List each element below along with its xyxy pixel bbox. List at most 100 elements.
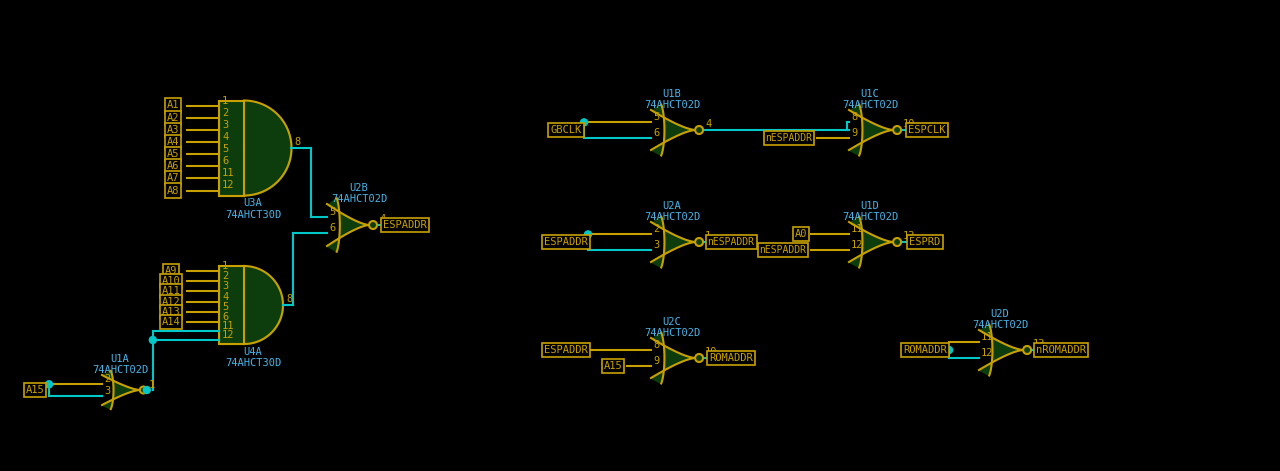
Text: A15: A15 (604, 361, 622, 371)
Text: 11: 11 (221, 321, 234, 331)
Text: 2: 2 (104, 374, 110, 384)
Text: 74AHCT30D: 74AHCT30D (225, 210, 282, 219)
Circle shape (369, 221, 378, 229)
Text: nROMADDR: nROMADDR (1036, 345, 1087, 355)
Text: 6: 6 (221, 156, 228, 166)
Polygon shape (652, 217, 695, 268)
Text: 11: 11 (221, 168, 234, 179)
Text: 8: 8 (851, 113, 858, 122)
Text: GBCLK: GBCLK (550, 125, 581, 135)
Text: A5: A5 (166, 149, 179, 159)
Text: 1: 1 (221, 96, 228, 106)
Text: 13: 13 (904, 231, 915, 241)
Text: 3: 3 (221, 120, 228, 130)
Text: 74AHCT02D: 74AHCT02D (330, 194, 387, 204)
Circle shape (893, 238, 901, 246)
Text: 6: 6 (221, 312, 228, 322)
Circle shape (893, 126, 901, 134)
Text: 74AHCT02D: 74AHCT02D (644, 328, 700, 338)
Text: ESPADDR: ESPADDR (544, 345, 588, 356)
Text: ESPCLK: ESPCLK (909, 125, 946, 135)
Text: 9: 9 (851, 128, 858, 138)
Text: 11: 11 (851, 224, 864, 235)
Circle shape (695, 126, 703, 134)
Text: U1D: U1D (860, 201, 879, 211)
Polygon shape (849, 105, 893, 155)
Circle shape (143, 387, 150, 393)
Text: U2A: U2A (663, 201, 681, 211)
Text: 4: 4 (221, 132, 228, 142)
Polygon shape (849, 217, 893, 268)
Text: nESPADDR: nESPADDR (708, 237, 755, 247)
Polygon shape (652, 105, 695, 155)
Text: ROMADDR: ROMADDR (709, 353, 753, 363)
Text: A7: A7 (166, 173, 179, 183)
Text: 11: 11 (980, 333, 993, 342)
Text: A12: A12 (161, 297, 180, 307)
Text: A10: A10 (161, 276, 180, 286)
Text: 10: 10 (904, 119, 915, 129)
Text: 74AHCT02D: 74AHCT02D (644, 212, 700, 222)
Text: 74AHCT02D: 74AHCT02D (842, 212, 899, 222)
Circle shape (1023, 346, 1032, 354)
Text: ESPADDR: ESPADDR (544, 237, 588, 247)
Polygon shape (326, 198, 369, 252)
Circle shape (946, 347, 952, 354)
Text: 2: 2 (221, 271, 228, 281)
Text: 12: 12 (221, 330, 234, 340)
Circle shape (695, 238, 703, 246)
Text: A6: A6 (166, 161, 179, 171)
Text: 3: 3 (104, 386, 110, 396)
Text: 1: 1 (148, 380, 155, 390)
Text: 4: 4 (379, 214, 385, 224)
Text: 5: 5 (221, 144, 228, 154)
Text: A8: A8 (166, 186, 179, 195)
Circle shape (140, 387, 147, 393)
Text: 5: 5 (221, 302, 228, 312)
Text: A1: A1 (166, 100, 179, 111)
Text: A9: A9 (165, 266, 177, 276)
Text: 6: 6 (653, 128, 659, 138)
Text: U1B: U1B (663, 89, 681, 99)
Text: 74AHCT02D: 74AHCT02D (842, 100, 899, 110)
Text: 12: 12 (980, 348, 993, 357)
Circle shape (150, 336, 156, 343)
Text: 2: 2 (653, 224, 659, 235)
Text: A2: A2 (166, 113, 179, 122)
Text: U3A: U3A (243, 198, 262, 209)
Text: U1C: U1C (860, 89, 879, 99)
Circle shape (695, 354, 703, 362)
Text: nESPADDR: nESPADDR (759, 244, 806, 255)
Text: U4A: U4A (243, 347, 262, 357)
Text: 3: 3 (653, 240, 659, 250)
Text: A4: A4 (166, 137, 179, 147)
Text: 8: 8 (285, 294, 292, 304)
Text: 5: 5 (653, 113, 659, 122)
Text: A14: A14 (161, 317, 180, 327)
Text: 1: 1 (705, 231, 712, 241)
Text: 12: 12 (851, 240, 864, 250)
Polygon shape (979, 325, 1023, 375)
Text: ROMADDR: ROMADDR (904, 345, 947, 355)
Text: 4: 4 (221, 292, 228, 301)
Text: nESPADDR: nESPADDR (765, 133, 813, 143)
Text: 6: 6 (329, 223, 335, 233)
Text: U2D: U2D (991, 309, 1010, 319)
Text: A3: A3 (166, 125, 179, 135)
Text: 3: 3 (221, 281, 228, 292)
Text: 10: 10 (705, 347, 718, 357)
Circle shape (581, 119, 588, 126)
Text: U2B: U2B (349, 183, 369, 193)
Circle shape (46, 381, 52, 388)
Text: 2: 2 (221, 108, 228, 118)
Text: A13: A13 (161, 307, 180, 317)
Text: 8: 8 (294, 137, 301, 147)
Text: U1A: U1A (110, 354, 129, 364)
Text: A15: A15 (26, 385, 45, 395)
Text: 74AHCT02D: 74AHCT02D (92, 365, 148, 375)
Text: A11: A11 (161, 286, 180, 296)
Text: 74AHCT02D: 74AHCT02D (644, 100, 700, 110)
Text: 4: 4 (705, 119, 712, 129)
Circle shape (585, 231, 591, 238)
Text: 8: 8 (653, 341, 659, 350)
